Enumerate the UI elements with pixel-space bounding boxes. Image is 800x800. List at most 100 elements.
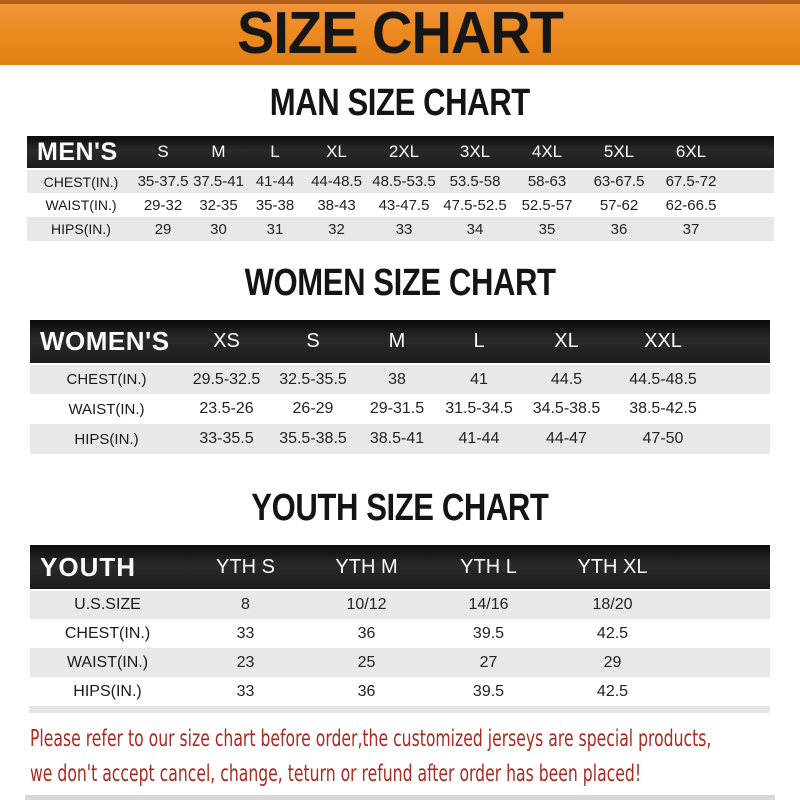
row-label: WAIST(IN.) — [30, 648, 185, 677]
size-cell: 38.5-41 — [356, 424, 438, 454]
size-cell: 29 — [550, 648, 675, 677]
youth-column-header: YTH XL — [550, 545, 675, 591]
size-cell: 35-37.5 — [135, 169, 191, 193]
filler-cell — [713, 424, 770, 454]
filler-cell — [727, 193, 774, 217]
size-cell: 30 — [191, 217, 246, 241]
men-column-header: S — [135, 136, 191, 170]
women-corner-label: WOMEN'S — [30, 320, 183, 365]
row-label: WAIST(IN.) — [30, 394, 183, 424]
size-cell: 33-35.5 — [183, 424, 270, 454]
size-cell: 47-50 — [613, 424, 713, 454]
size-cell: 44.5-48.5 — [613, 364, 713, 394]
banner-title: SIZE CHART — [237, 0, 564, 66]
disclaimer-line-2: we don't accept cancel, change, teturn o… — [30, 761, 642, 787]
size-cell: 41 — [438, 364, 520, 394]
youth-corner-label: YOUTH — [30, 545, 185, 591]
women-section-title: WOMEN SIZE CHART — [0, 263, 800, 302]
men-column-header: XL — [304, 136, 369, 170]
size-cell: 35 — [511, 217, 583, 241]
size-cell: 32.5-35.5 — [270, 364, 356, 394]
size-cell: 37 — [655, 217, 727, 241]
size-cell: 44.5 — [520, 364, 613, 394]
filler-cell — [727, 136, 774, 170]
size-cell: 33 — [369, 217, 439, 241]
youth-size-table: YOUTH YTH S YTH M YTH L YTH XL U.S.SIZE … — [30, 545, 770, 706]
filler-cell — [675, 545, 770, 591]
size-cell: 63-67.5 — [583, 169, 655, 193]
size-cell: 44-47 — [520, 424, 613, 454]
men-corner-label: MEN'S — [27, 136, 135, 170]
image-bottom-edge — [25, 795, 775, 800]
youth-section-title-text: YOUTH SIZE CHART — [251, 486, 549, 529]
women-size-table: WOMEN'S XS S M L XL XXL CHEST(IN.) 29.5-… — [30, 320, 770, 454]
men-column-header: 6XL — [655, 136, 727, 170]
women-column-header: XL — [520, 320, 613, 365]
size-cell: 10/12 — [306, 590, 427, 619]
women-column-header: S — [270, 320, 356, 365]
filler-cell — [713, 320, 770, 365]
size-cell: 29 — [135, 217, 191, 241]
size-cell: 43-47.5 — [369, 193, 439, 217]
table-row: WAIST(IN.) 23 25 27 29 — [30, 648, 770, 677]
row-label: U.S.SIZE — [30, 590, 185, 619]
table-row: WAIST(IN.) 29-32 32-35 35-38 38-43 43-47… — [27, 193, 774, 217]
table-row: CHEST(IN.) 35-37.5 37.5-41 41-44 44-48.5… — [27, 169, 774, 193]
size-cell: 41-44 — [438, 424, 520, 454]
men-size-table: MEN'S S M L XL 2XL 3XL 4XL 5XL 6XL CHEST… — [27, 136, 774, 241]
youth-table-header-row: YOUTH YTH S YTH M YTH L YTH XL — [30, 545, 770, 591]
row-label: HIPS(IN.) — [30, 677, 185, 706]
table-row: WAIST(IN.) 23.5-26 26-29 29-31.5 31.5-34… — [30, 394, 770, 424]
men-column-header: M — [191, 136, 246, 170]
row-label: HIPS(IN.) — [27, 217, 135, 241]
filler-cell — [713, 364, 770, 394]
size-cell: 32-35 — [191, 193, 246, 217]
table-row: HIPS(IN.) 33-35.5 35.5-38.5 38.5-41 41-4… — [30, 424, 770, 454]
size-cell: 27 — [427, 648, 550, 677]
size-cell: 14/16 — [427, 590, 550, 619]
size-cell: 31.5-34.5 — [438, 394, 520, 424]
size-cell: 58-63 — [511, 169, 583, 193]
size-cell: 38-43 — [304, 193, 369, 217]
size-cell: 35.5-38.5 — [270, 424, 356, 454]
women-column-header: L — [438, 320, 520, 365]
size-cell: 33 — [185, 619, 306, 648]
size-cell: 32 — [304, 217, 369, 241]
row-label: HIPS(IN.) — [30, 424, 183, 454]
filler-cell — [675, 677, 770, 706]
table-row: HIPS(IN.) 29 30 31 32 33 34 35 36 37 — [27, 217, 774, 241]
filler-cell — [675, 619, 770, 648]
men-column-header: 5XL — [583, 136, 655, 170]
size-cell: 38.5-42.5 — [613, 394, 713, 424]
size-cell: 29-32 — [135, 193, 191, 217]
youth-column-header: YTH L — [427, 545, 550, 591]
filler-cell — [727, 169, 774, 193]
men-column-header: 3XL — [439, 136, 511, 170]
size-cell: 52.5-57 — [511, 193, 583, 217]
size-cell: 53.5-58 — [439, 169, 511, 193]
size-cell: 36 — [583, 217, 655, 241]
row-label: CHEST(IN.) — [27, 169, 135, 193]
men-table-header-row: MEN'S S M L XL 2XL 3XL 4XL 5XL 6XL — [27, 136, 774, 170]
table-row: U.S.SIZE 8 10/12 14/16 18/20 — [30, 590, 770, 619]
size-cell: 36 — [306, 619, 427, 648]
size-cell: 8 — [185, 590, 306, 619]
men-column-header: 2XL — [369, 136, 439, 170]
size-cell: 39.5 — [427, 677, 550, 706]
size-cell: 42.5 — [550, 619, 675, 648]
size-cell: 33 — [185, 677, 306, 706]
size-cell: 39.5 — [427, 619, 550, 648]
filler-cell — [675, 648, 770, 677]
filler-cell — [675, 590, 770, 619]
size-cell: 42.5 — [550, 677, 675, 706]
table-row: CHEST(IN.) 33 36 39.5 42.5 — [30, 619, 770, 648]
size-cell: 31 — [246, 217, 304, 241]
disclaimer-text: Please refer to our size chart before or… — [30, 722, 711, 792]
table-bottom-strip — [29, 706, 770, 713]
men-column-header: L — [246, 136, 304, 170]
women-column-header: M — [356, 320, 438, 365]
table-row: CHEST(IN.) 29.5-32.5 32.5-35.5 38 41 44.… — [30, 364, 770, 394]
row-label: WAIST(IN.) — [27, 193, 135, 217]
size-cell: 37.5-41 — [191, 169, 246, 193]
